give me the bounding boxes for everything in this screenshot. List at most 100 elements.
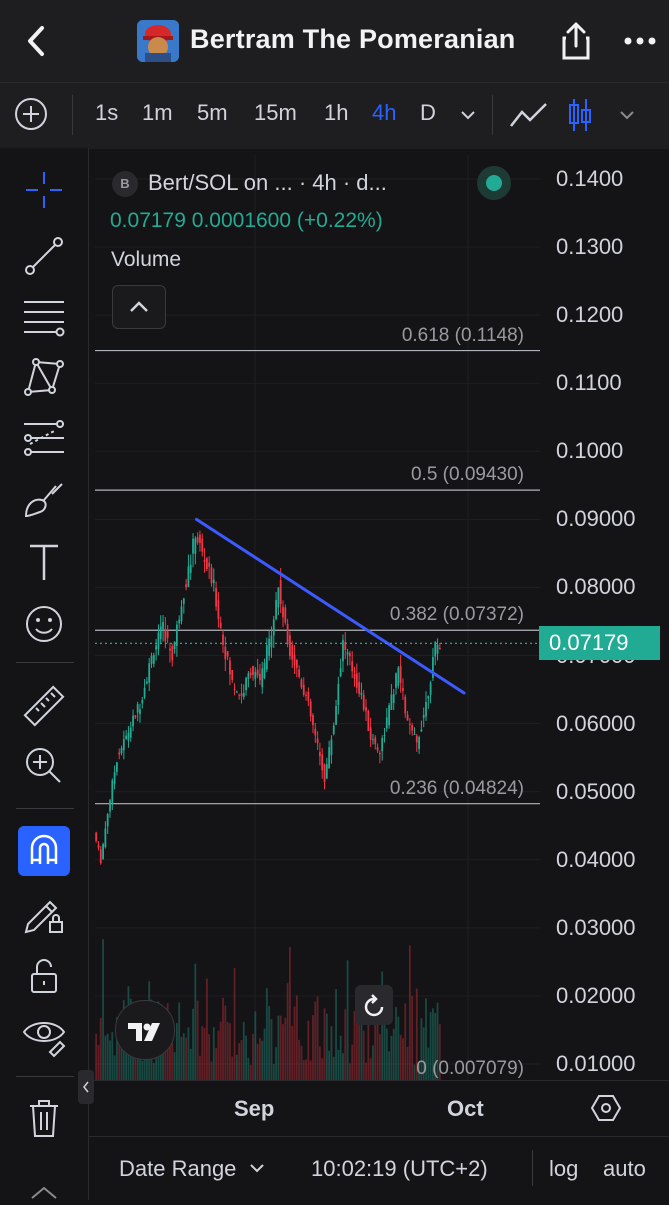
emoji-tool[interactable] [20,600,68,648]
collapse-sidebar-button[interactable] [78,1070,94,1104]
reset-chart-button[interactable] [355,985,393,1025]
candles-chart-button[interactable] [565,96,595,134]
volume-bar [286,983,289,1080]
timeframe-dropdown-button[interactable] [455,102,481,128]
timeframe-1s[interactable]: 1s [95,100,119,125]
back-button[interactable] [18,18,58,64]
magnet-mode-button[interactable] [18,826,70,876]
text-tool[interactable] [20,538,68,586]
candle-body [122,739,125,751]
price-chart[interactable] [95,155,540,1080]
brush-tool[interactable] [20,476,68,524]
chart-toolbar [0,82,669,149]
candle-body [295,659,298,668]
timeframe-1m[interactable]: 1m [142,100,173,125]
candle-body [309,701,312,717]
candle-body [367,710,370,731]
candle-body [369,727,372,740]
candle-body [378,752,381,755]
candle-body [116,762,118,772]
volume-bar [201,1026,204,1080]
volume-bar [265,988,268,1080]
candle-body [316,738,319,744]
candle-body [411,725,414,731]
candle-body [291,644,294,660]
chart-type-dropdown-button[interactable] [614,102,640,128]
fib-level-label: 0.382 (0.07372) [389,604,524,626]
trend-line-tool[interactable] [20,232,68,280]
candle-body [97,845,100,848]
brush-icon [24,483,63,518]
fib-retracement-tool[interactable] [20,294,68,342]
volume-bar [291,1025,294,1080]
share-button[interactable] [556,18,596,64]
pattern-tool[interactable] [20,352,68,400]
auto-scale-toggle[interactable]: auto [603,1156,646,1181]
timeframe-4h[interactable]: 4h [372,100,397,125]
timeframe-1h[interactable]: 1h [324,100,349,125]
candle-body [175,624,178,646]
price-tick-label: 0.1400 [556,166,624,191]
date-range-button[interactable]: Date Range [119,1156,267,1182]
price-axis[interactable] [540,155,669,1080]
time-axis[interactable] [88,1080,669,1137]
timeframe-5m[interactable]: 5m [197,100,228,125]
volume-bar [293,1006,296,1080]
candle-body [360,692,363,695]
volume-bar [392,1028,395,1080]
symbol-legend[interactable]: Bert/SOL on ... · 4h · d... [148,170,387,196]
tradingview-logo-icon [128,1023,160,1041]
unlock-icon [31,959,57,993]
volume-bar [178,1002,181,1080]
stay-in-drawing-mode-button[interactable] [20,890,68,938]
measure-tool[interactable] [20,682,68,730]
volume-bar [309,1060,312,1080]
add-indicator-button[interactable] [14,97,48,131]
line-chart-button[interactable] [508,98,550,132]
volume-bar [321,1058,324,1080]
volume-legend[interactable]: Volume [111,248,182,271]
hide-drawings-button[interactable] [20,1012,68,1060]
text-icon [30,544,58,580]
tradingview-logo[interactable] [115,1000,175,1060]
candle-body [192,538,194,554]
symbol-badge: B [112,171,138,197]
volume-bar [367,1009,370,1080]
price-tick-label: 0.08000 [556,574,636,600]
candle-body [111,780,114,803]
candle-body [127,732,130,741]
volume-bar [395,1006,397,1080]
candle-body [259,673,261,681]
candle-body [229,660,231,675]
zoom-in-tool[interactable] [20,742,68,790]
more-options-button[interactable] [620,26,660,56]
candle-body [420,729,423,732]
candle-body [249,672,252,676]
candle-body [171,646,174,661]
volume-bar [226,1021,229,1080]
volume-bar [388,1051,390,1080]
fib-level-label: 0 (0.007079) [416,1057,524,1079]
candle-body [231,670,234,680]
volume-bar [224,1005,227,1080]
clock-timezone[interactable]: 10:02:19 (UTC+2) [311,1156,488,1181]
candle-body [254,672,257,680]
candle-body [159,626,162,640]
price-tick-label: 0.1100 [556,370,622,396]
candle-body [342,639,344,662]
crosshair-tool[interactable] [20,166,68,214]
expand-tools-button[interactable] [22,1180,66,1200]
timeframe-15m[interactable]: 15m [254,100,297,125]
lock-drawings-button[interactable] [20,952,68,1000]
forecasting-tool[interactable] [20,414,68,462]
timeframe-d[interactable]: D [420,100,436,125]
ohlc-values: 0.07179 0.0001600 (+0.22%) [110,209,383,233]
volume-bar [215,1048,217,1080]
collapse-legend-button[interactable] [112,285,166,329]
chart-settings-button[interactable] [590,1092,622,1124]
log-scale-toggle[interactable]: log [549,1156,579,1181]
time-label-oct: Oct [447,1096,484,1121]
remove-drawings-button[interactable] [20,1094,68,1142]
candle-body [125,735,128,740]
candle-body [390,694,393,710]
